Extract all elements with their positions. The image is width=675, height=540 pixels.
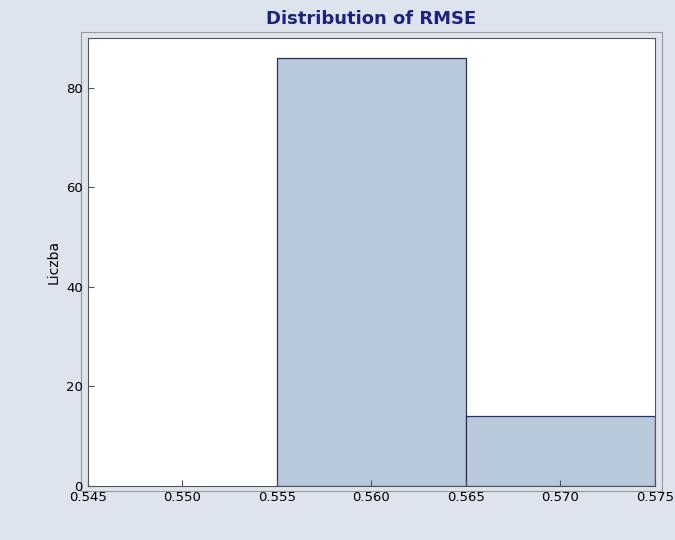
Bar: [277, 58, 466, 486]
Bar: [466, 416, 655, 486]
Title: Distribution of RMSE: Distribution of RMSE: [266, 10, 477, 28]
Y-axis label: Liczba: Liczba: [47, 240, 61, 284]
